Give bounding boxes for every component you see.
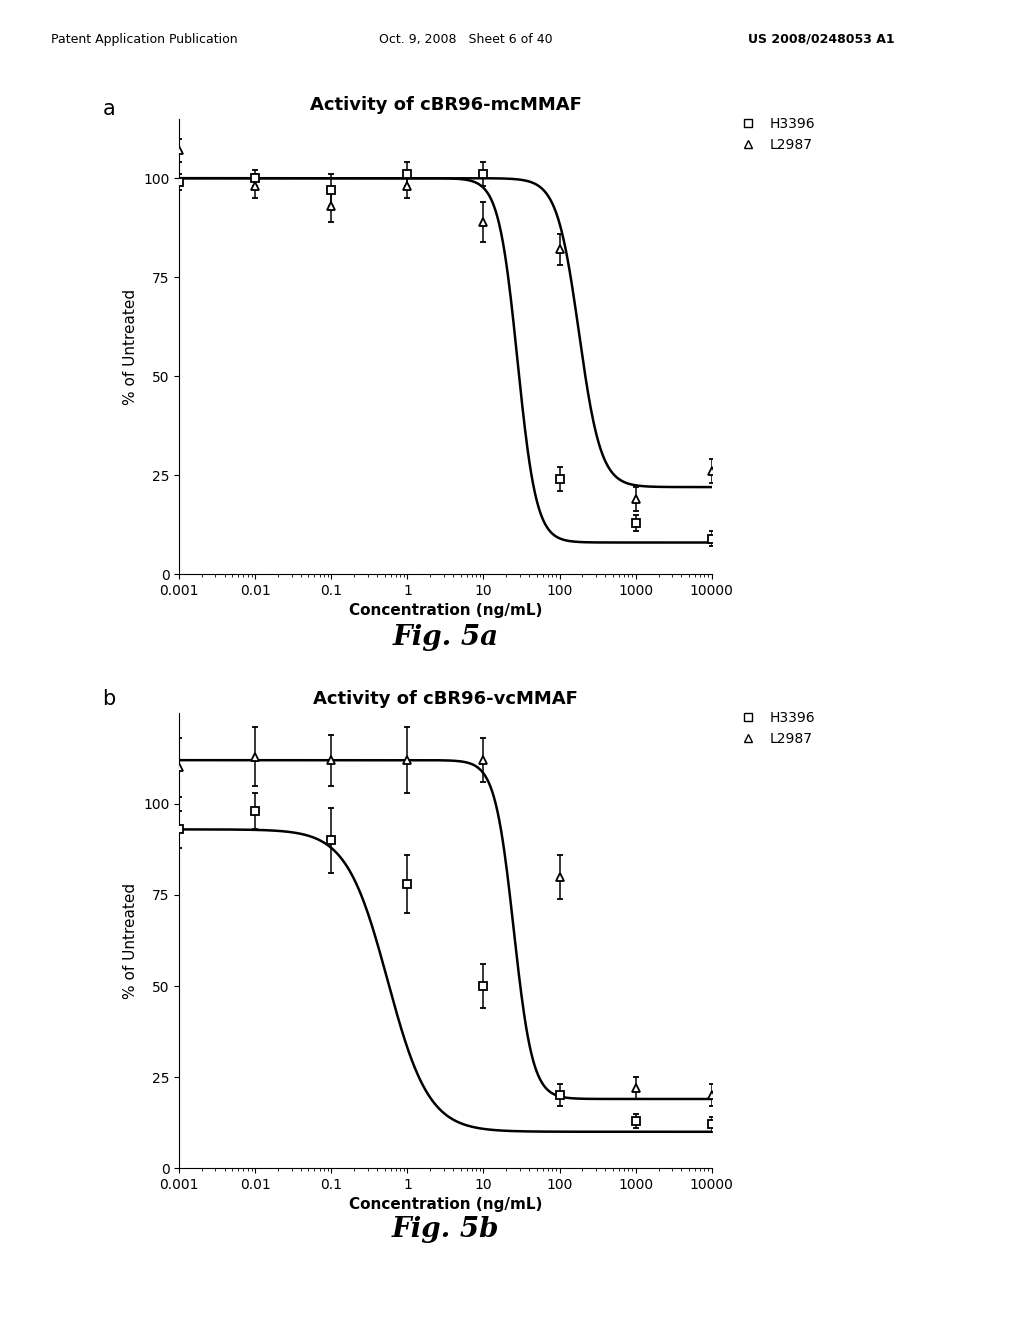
X-axis label: Concentration (ng/mL): Concentration (ng/mL)	[349, 1197, 542, 1213]
Text: Patent Application Publication: Patent Application Publication	[51, 33, 238, 46]
X-axis label: Concentration (ng/mL): Concentration (ng/mL)	[349, 603, 542, 619]
Text: US 2008/0248053 A1: US 2008/0248053 A1	[748, 33, 894, 46]
Text: Oct. 9, 2008   Sheet 6 of 40: Oct. 9, 2008 Sheet 6 of 40	[379, 33, 553, 46]
Text: a: a	[102, 99, 115, 119]
Y-axis label: % of Untreated: % of Untreated	[123, 883, 137, 998]
Text: b: b	[102, 689, 116, 709]
Text: Fig. 5a: Fig. 5a	[392, 624, 499, 651]
Title: Activity of cBR96-mcMMAF: Activity of cBR96-mcMMAF	[309, 96, 582, 115]
Legend: H3396, L2987: H3396, L2987	[734, 116, 815, 152]
Text: Fig. 5b: Fig. 5b	[392, 1216, 499, 1242]
Legend: H3396, L2987: H3396, L2987	[734, 710, 815, 746]
Y-axis label: % of Untreated: % of Untreated	[123, 289, 137, 404]
Title: Activity of cBR96-vcMMAF: Activity of cBR96-vcMMAF	[313, 690, 578, 709]
